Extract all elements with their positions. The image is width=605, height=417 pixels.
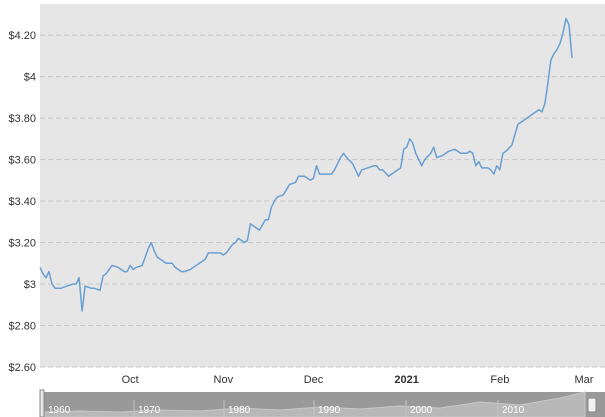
y-tick-label: $3.20 [8,238,36,250]
navigator-year-label: 1990 [318,405,341,416]
y-tick-label: $3.40 [8,196,36,208]
navigator-year-labels: 1960 1970 1980 1990 2000 2010 [43,400,525,417]
navigator-year-label: 2000 [410,405,433,416]
navigator-mini-series [39,391,586,417]
navigator-left-handle[interactable] [39,389,45,417]
y-tick-label: $3.60 [8,155,36,167]
navigator-year-label: 1960 [48,405,71,416]
x-tick-label: Oct [122,374,139,386]
y-tick-label: $3.80 [8,113,36,125]
y-axis-labels: $4.20 $4 $3.80 $3.60 $3.40 $3.20 $3 $2.80 $2.60 [8,30,36,374]
navigator-right-handle[interactable] [587,397,597,413]
y-tick-label: $2.80 [8,321,36,333]
navigator-year-label: 1980 [228,405,251,416]
x-tick-label: 2021 [394,374,418,386]
price-line [39,17,573,312]
x-tick-label: Dec [304,374,324,386]
y-tick-label: $2.60 [8,362,36,374]
plot-area [40,4,605,367]
navigator-year-label: 1970 [138,405,161,416]
x-tick-label: Nov [214,374,234,386]
y-tick-label: $4.20 [8,30,36,42]
x-axis-labels: Oct Nov Dec 2021 Feb Mar [122,374,594,386]
y-tick-label: $3 [24,279,36,291]
x-tick-label: Feb [490,374,509,386]
x-tick-label: Mar [575,374,594,386]
gridlines [40,34,605,368]
y-tick-label: $4 [24,72,36,84]
navigator-year-label: 2010 [502,405,525,416]
